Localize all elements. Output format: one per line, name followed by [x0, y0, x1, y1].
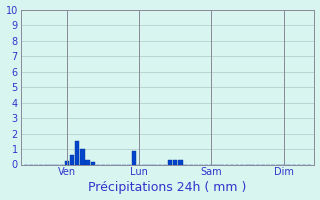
Bar [168, 160, 172, 164]
Bar [178, 160, 183, 164]
Bar [80, 149, 84, 164]
Bar [173, 160, 177, 164]
Bar [75, 141, 79, 164]
Bar [65, 161, 69, 164]
Bar [132, 151, 136, 164]
Bar [91, 162, 95, 164]
Bar [85, 160, 90, 164]
Bar [70, 155, 74, 164]
X-axis label: Précipitations 24h ( mm ): Précipitations 24h ( mm ) [88, 181, 247, 194]
